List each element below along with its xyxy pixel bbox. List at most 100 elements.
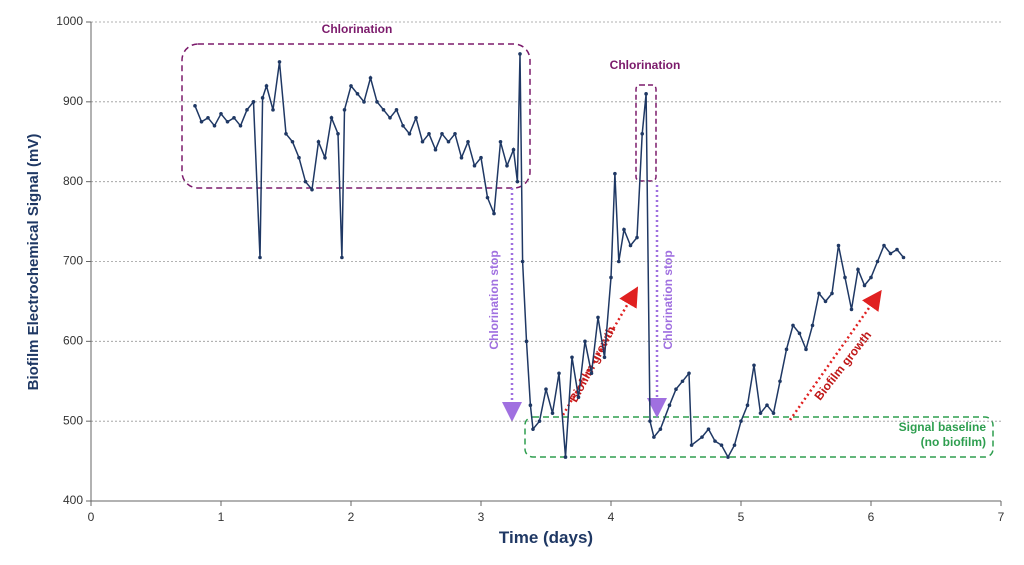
x-tick-label: 0 (88, 510, 95, 524)
data-point (303, 179, 308, 184)
data-point (644, 92, 648, 96)
data-point (544, 387, 548, 392)
data-point (765, 403, 769, 408)
data-point (784, 347, 789, 352)
data-line (194, 53, 905, 459)
baseline-box (524, 416, 994, 458)
data-point (284, 131, 288, 136)
data-point (550, 411, 555, 415)
data-point (752, 363, 756, 368)
data-point (823, 299, 828, 304)
data-point (589, 371, 594, 376)
data-point (479, 155, 483, 160)
data-point (648, 419, 652, 423)
data-point (355, 92, 360, 96)
data-point (381, 108, 386, 112)
data-point (667, 403, 672, 408)
data-point (238, 123, 243, 128)
data-point (414, 116, 418, 120)
data-point (407, 131, 412, 136)
y-tick-label: 800 (63, 174, 83, 188)
chlorination-box (181, 43, 531, 189)
data-point (368, 76, 373, 80)
data-point (732, 443, 737, 447)
data-point (515, 179, 520, 184)
x-tick-label: 5 (738, 510, 745, 524)
data-point (427, 131, 431, 136)
data-point (212, 123, 217, 128)
data-point (830, 291, 834, 296)
data-point (640, 131, 644, 136)
data-point (901, 255, 906, 260)
data-point (310, 187, 314, 192)
data-point (492, 211, 496, 216)
data-point (260, 96, 265, 100)
arrow (561, 286, 639, 416)
y-axis-title: Biofilm Electrochemical Signal (mV) (25, 134, 42, 391)
data-point (713, 439, 717, 443)
data-point (875, 259, 880, 264)
data-point (836, 243, 841, 248)
data-point (466, 139, 470, 144)
annotation: Chlorination stop (661, 250, 675, 349)
data-point (778, 379, 782, 384)
data-point (882, 243, 886, 248)
data-point (856, 267, 860, 272)
data-point (277, 60, 282, 64)
data-point (680, 379, 685, 384)
data-point (700, 435, 704, 439)
data-point (206, 116, 210, 120)
data-point (674, 387, 678, 392)
data-point (862, 283, 867, 288)
data-point (758, 411, 763, 415)
data-point (596, 315, 600, 320)
y-tick-label: 400 (63, 493, 83, 507)
data-point (472, 163, 477, 168)
data-point (388, 116, 392, 120)
data-point (511, 147, 516, 152)
data-point (258, 255, 262, 260)
data-point (570, 355, 574, 360)
data-point (622, 227, 626, 232)
data-point (888, 251, 893, 256)
data-point (362, 100, 366, 104)
data-point (323, 155, 327, 160)
data-point (719, 443, 724, 447)
data-point (264, 84, 269, 88)
data-point (524, 339, 529, 344)
data-point (459, 155, 464, 160)
annotation: Chlorination (610, 58, 681, 72)
annotation: Biofilm growth (811, 328, 874, 403)
data-point (576, 395, 581, 400)
data-point (771, 411, 776, 415)
data-point (232, 116, 236, 120)
data-point (340, 255, 344, 260)
data-point (652, 435, 656, 439)
data-point (520, 259, 525, 264)
data-point (531, 427, 535, 431)
data-point (843, 275, 847, 280)
data-point (528, 403, 533, 408)
y-tick-label: 500 (63, 413, 83, 427)
x-tick-label: 4 (608, 510, 615, 524)
data-point (628, 243, 633, 248)
annotation: (no biofilm) (921, 435, 986, 449)
data-point (251, 100, 256, 104)
data-point (375, 100, 379, 104)
data-point (245, 108, 249, 112)
data-point (219, 112, 223, 116)
data-point (726, 455, 730, 459)
data-point (617, 259, 621, 264)
data-point (485, 195, 490, 200)
data-point (895, 247, 899, 252)
data-point (658, 427, 663, 431)
data-point (394, 108, 399, 112)
x-tick-label: 1 (218, 510, 225, 524)
data-point (635, 235, 639, 240)
data-point (199, 119, 204, 124)
data-point (810, 323, 815, 328)
data-point (225, 119, 230, 124)
y-tick-label: 1000 (56, 14, 83, 28)
data-point (505, 163, 509, 168)
